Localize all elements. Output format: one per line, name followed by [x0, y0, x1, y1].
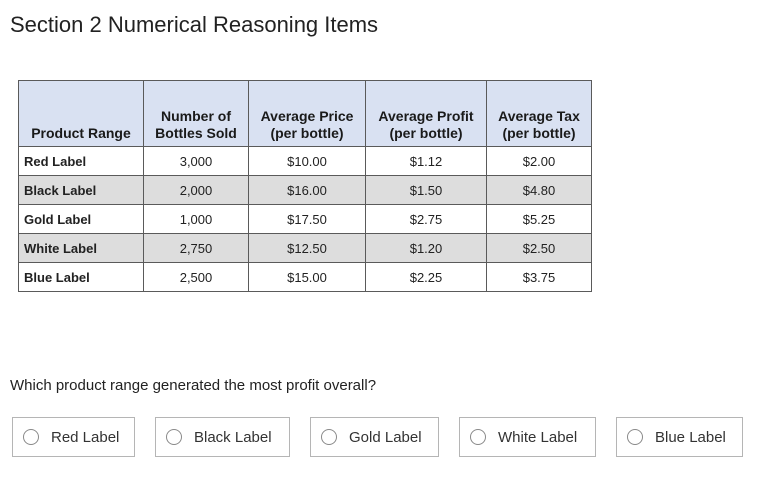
cell-average-profit: $1.50 [365, 175, 487, 205]
header-average-price: Average Price (per bottle) [248, 80, 366, 147]
cell-bottles-sold: 2,500 [143, 262, 249, 292]
header-line: Average Profit [378, 108, 474, 124]
cell-average-profit: $2.25 [365, 262, 487, 292]
option-label: Red Label [51, 428, 120, 446]
cell-bottles-sold: 2,750 [143, 233, 249, 263]
cell-average-tax: $3.75 [486, 262, 592, 292]
table-row: Blue Label 2,500 $15.00 $2.25 $3.75 [18, 262, 592, 292]
cell-product-range: White Label [18, 233, 144, 263]
cell-average-price: $17.50 [248, 204, 366, 234]
radio-circle-icon[interactable] [321, 429, 337, 445]
cell-average-tax: $4.80 [486, 175, 592, 205]
cell-bottles-sold: 1,000 [143, 204, 249, 234]
cell-average-price: $15.00 [248, 262, 366, 292]
table-header-row: Product Range Number of Bottles Sold Ave… [18, 80, 592, 147]
cell-bottles-sold: 3,000 [143, 146, 249, 176]
cell-average-price: $10.00 [248, 146, 366, 176]
cell-average-tax: $5.25 [486, 204, 592, 234]
option-red-label[interactable]: Red Label [12, 417, 135, 457]
cell-average-tax: $2.00 [486, 146, 592, 176]
header-line: Average Price [260, 108, 354, 124]
radio-circle-icon[interactable] [23, 429, 39, 445]
cell-product-range: Blue Label [18, 262, 144, 292]
table-row: Black Label 2,000 $16.00 $1.50 $4.80 [18, 175, 592, 205]
header-line: (per bottle) [270, 125, 344, 141]
header-line: (per bottle) [389, 125, 463, 141]
option-label: White Label [498, 428, 578, 446]
cell-average-profit: $1.20 [365, 233, 487, 263]
product-data-table: Product Range Number of Bottles Sold Ave… [18, 80, 592, 292]
radio-circle-icon[interactable] [470, 429, 486, 445]
table-row: White Label 2,750 $12.50 $1.20 $2.50 [18, 233, 592, 263]
option-label: Gold Label [349, 428, 422, 446]
question-text: Which product range generated the most p… [10, 377, 377, 394]
header-product-range: Product Range [18, 80, 144, 147]
page-title: Section 2 Numerical Reasoning Items [10, 12, 379, 37]
header-bottles-sold: Number of Bottles Sold [143, 80, 249, 147]
option-blue-label[interactable]: Blue Label [616, 417, 743, 457]
radio-circle-icon[interactable] [166, 429, 182, 445]
cell-average-profit: $1.12 [365, 146, 487, 176]
cell-average-profit: $2.75 [365, 204, 487, 234]
cell-bottles-sold: 2,000 [143, 175, 249, 205]
table-row: Red Label 3,000 $10.00 $1.12 $2.00 [18, 146, 592, 176]
cell-average-price: $12.50 [248, 233, 366, 263]
option-gold-label[interactable]: Gold Label [310, 417, 439, 457]
option-white-label[interactable]: White Label [459, 417, 596, 457]
header-average-tax: Average Tax (per bottle) [486, 80, 592, 147]
table-row: Gold Label 1,000 $17.50 $2.75 $5.25 [18, 204, 592, 234]
option-black-label[interactable]: Black Label [155, 417, 290, 457]
option-label: Blue Label [655, 428, 726, 446]
cell-average-tax: $2.50 [486, 233, 592, 263]
header-line: Bottles Sold [155, 125, 237, 141]
header-line: Number of [161, 108, 231, 124]
cell-product-range: Black Label [18, 175, 144, 205]
header-average-profit: Average Profit (per bottle) [365, 80, 487, 147]
header-line: Product Range [31, 125, 131, 141]
cell-average-price: $16.00 [248, 175, 366, 205]
radio-circle-icon[interactable] [627, 429, 643, 445]
header-line: (per bottle) [502, 125, 576, 141]
option-label: Black Label [194, 428, 272, 446]
header-line: Average Tax [498, 108, 580, 124]
cell-product-range: Gold Label [18, 204, 144, 234]
cell-product-range: Red Label [18, 146, 144, 176]
